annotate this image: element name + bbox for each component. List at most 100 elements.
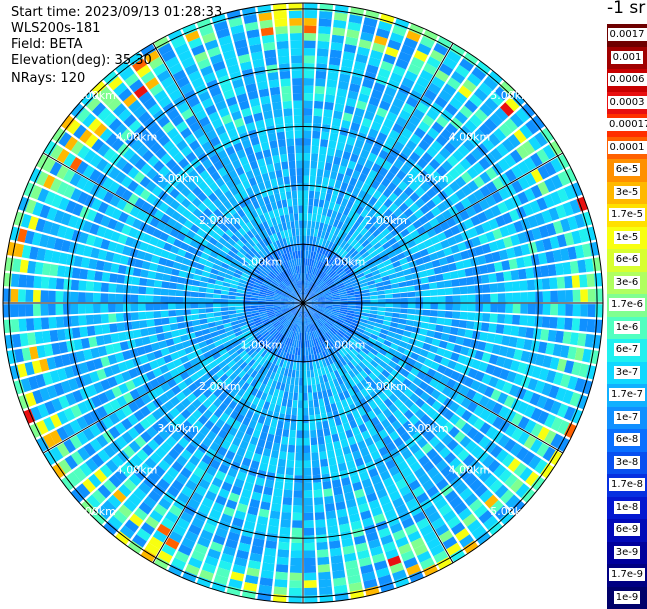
ray-bin	[292, 198, 297, 206]
ray-bin	[41, 277, 49, 289]
ray-bin	[363, 306, 371, 309]
ray-bin	[317, 542, 328, 550]
ray-bin	[280, 154, 287, 162]
colorbar-step: 0.0003	[607, 92, 647, 115]
ray-bin	[392, 313, 400, 318]
ray-bin	[206, 313, 214, 318]
ray-bin	[317, 41, 329, 49]
ray-bin	[415, 309, 423, 315]
ray-bin	[26, 275, 34, 288]
ray-bin	[228, 292, 236, 296]
ray-bin	[261, 27, 274, 36]
ray-bin	[332, 27, 345, 36]
ray-bin	[304, 168, 310, 176]
ray-bin	[275, 572, 288, 580]
ray-bin	[161, 304, 169, 310]
ray-bin	[580, 304, 588, 317]
ray-bin	[298, 258, 300, 266]
ray-bin	[392, 288, 400, 293]
ray-bin	[176, 316, 184, 322]
elevation-text: Elevation(deg): 35.30	[11, 53, 152, 68]
ray-bin	[417, 335, 426, 342]
ray-bin	[321, 185, 327, 193]
ray-bin	[315, 512, 325, 520]
ray-bin	[312, 131, 320, 139]
ray-bin	[528, 304, 536, 314]
colorbar-step: 1e-9	[607, 587, 647, 609]
ray-bin	[325, 94, 335, 103]
colorbar-tick-label: 1.7e-8	[609, 478, 645, 491]
ray-bin	[207, 317, 215, 322]
ray-bin	[334, 103, 344, 112]
ray-bin	[488, 323, 497, 332]
ray-bin	[315, 519, 325, 527]
ray-bin	[111, 263, 120, 273]
ray-bin	[303, 415, 308, 423]
ray-bin	[292, 86, 302, 94]
ray-bin	[481, 323, 489, 332]
range-ring-label: 3.00km	[407, 172, 449, 185]
ray-bin	[429, 282, 437, 289]
ray-bin	[328, 140, 336, 149]
ray-bin	[348, 306, 356, 309]
ray-bin	[199, 319, 207, 325]
ray-bin	[312, 214, 317, 222]
ray-bin	[314, 191, 320, 199]
ray-bin	[525, 268, 534, 279]
ray-bin	[550, 304, 558, 315]
range-ring-label: 2.00km	[365, 380, 407, 393]
ray-bin	[314, 399, 319, 407]
ray-bin	[258, 305, 266, 307]
ray-bin	[384, 285, 392, 290]
ray-bin	[287, 146, 294, 154]
ray-bin	[264, 548, 276, 557]
colorbar-tick-label: 3e-8	[614, 456, 641, 469]
ray-bin	[520, 304, 528, 314]
ray-bin	[183, 297, 191, 302]
ray-bin	[487, 263, 496, 273]
ray-bin	[214, 312, 222, 317]
ray-bin	[146, 319, 154, 327]
ray-bin	[263, 42, 275, 51]
ray-bin	[319, 11, 332, 19]
ray-bin	[289, 580, 302, 588]
ray-bin	[86, 315, 94, 325]
ray-bin	[414, 285, 422, 291]
ray-bin	[318, 436, 325, 444]
ray-bin	[140, 269, 149, 277]
ray-bin	[292, 71, 302, 79]
ray-bin	[407, 292, 415, 297]
ray-bin	[304, 580, 317, 588]
ray-bin	[318, 26, 331, 34]
ray-bin	[274, 11, 287, 19]
ray-bin	[282, 398, 288, 406]
ray-bin	[184, 315, 192, 321]
ray-bin	[228, 295, 236, 299]
ray-bin	[572, 318, 580, 331]
ray-bin	[56, 291, 64, 302]
ray-bin	[564, 318, 572, 330]
ray-bin	[378, 303, 386, 307]
ray-bin	[430, 310, 438, 316]
colorbar-tick-label: 3e-6	[614, 276, 641, 289]
ray-bin	[266, 187, 273, 196]
ray-bin	[304, 33, 316, 41]
ray-bin	[316, 384, 321, 392]
ray-bin	[282, 199, 288, 207]
ray-bin	[459, 278, 467, 286]
ray-bin	[178, 328, 187, 335]
ray-bin	[330, 171, 337, 180]
ray-bin	[317, 169, 324, 177]
ray-bin	[277, 466, 285, 474]
ray-bin	[298, 348, 301, 356]
ray-bin	[71, 316, 79, 327]
ray-bin	[303, 363, 306, 371]
ray-bin	[307, 370, 311, 378]
ray-bin	[300, 236, 303, 244]
ray-bin	[287, 199, 292, 207]
ray-bin	[269, 171, 276, 180]
ray-bin	[264, 417, 271, 426]
ray-bin	[111, 333, 120, 343]
ray-bin	[94, 271, 103, 281]
ray-bin	[57, 265, 66, 277]
